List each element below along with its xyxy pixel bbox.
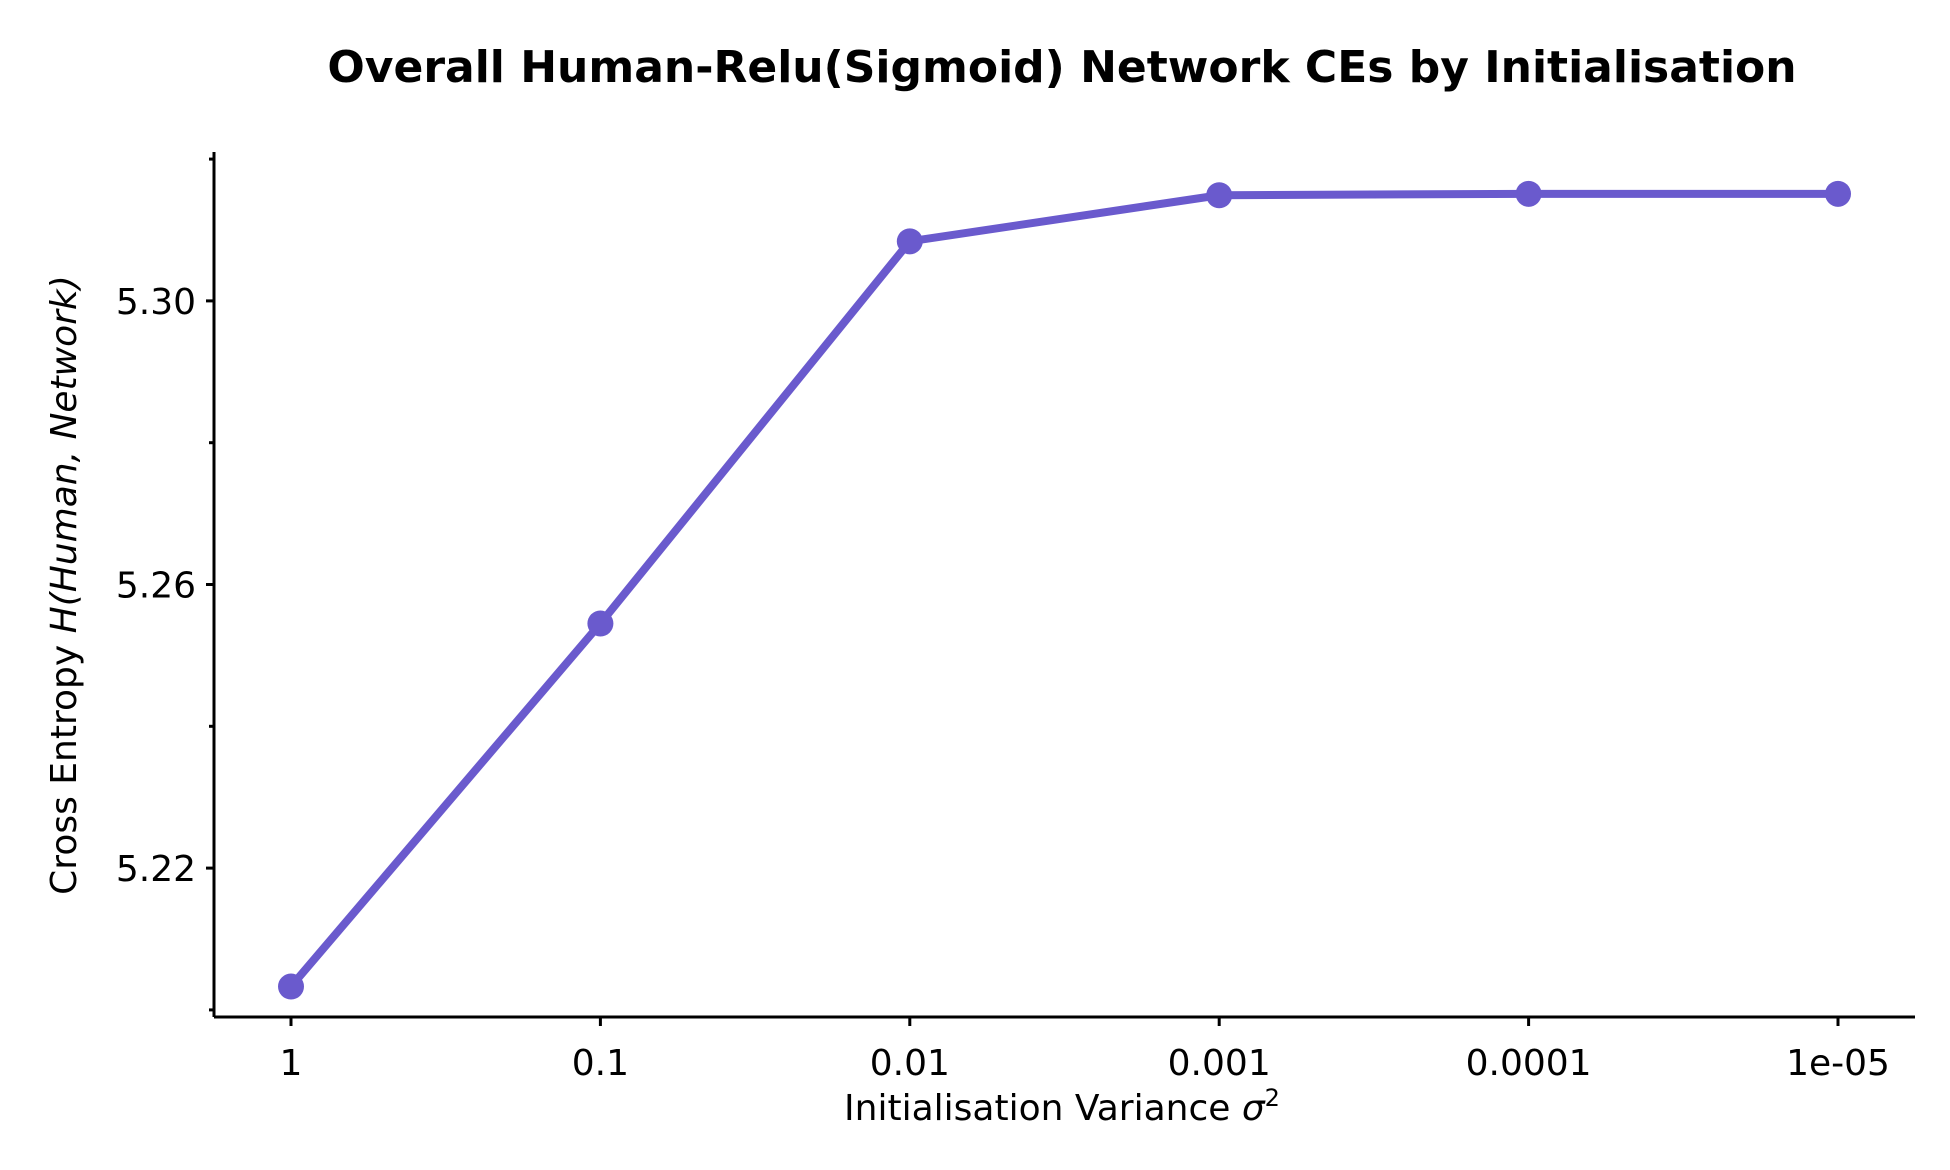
x-axis-label: Initialisation Variance σ2 [844,1084,1280,1129]
x-axis-label-symbol: σ [1242,1088,1266,1129]
chart-title: Overall Human-Relu(Sigmoid) Network CEs … [327,42,1796,93]
data-point [587,610,614,637]
y-axis-label: Cross Entropy H(Human, Network) [44,275,85,895]
y-axis-label-prefix: Cross Entropy [44,633,85,894]
data-point [1206,182,1233,209]
y-tick-label: 5.22 [116,849,196,890]
y-axis-label-math: H(Human, Network) [44,275,85,633]
x-tick-label: 0.01 [870,1043,950,1084]
x-axis-label-prefix: Initialisation Variance [844,1088,1242,1129]
x-ticks: 1 0.1 0.01 0.001 0.0001 1e-05 [280,1017,1890,1084]
y-ticks: 5.22 5.26 5.30 [116,157,214,1012]
data-point [896,228,923,255]
x-tick-label: 0.1 [572,1043,629,1084]
series-layer [278,180,1851,1000]
x-tick-label: 1e-05 [1786,1043,1890,1084]
x-axis-label-superscript: 2 [1265,1084,1280,1112]
data-point [278,973,304,1000]
data-point [1515,180,1542,207]
x-tick-label: 0.001 [1168,1043,1271,1084]
x-tick-label: 1 [280,1043,303,1084]
series-line [287,189,1842,991]
data-point [1825,180,1851,207]
y-tick-label: 5.30 [116,282,196,323]
x-tick-label: 0.0001 [1466,1043,1592,1084]
y-tick-label: 5.26 [116,566,196,607]
axes [212,152,1915,1019]
